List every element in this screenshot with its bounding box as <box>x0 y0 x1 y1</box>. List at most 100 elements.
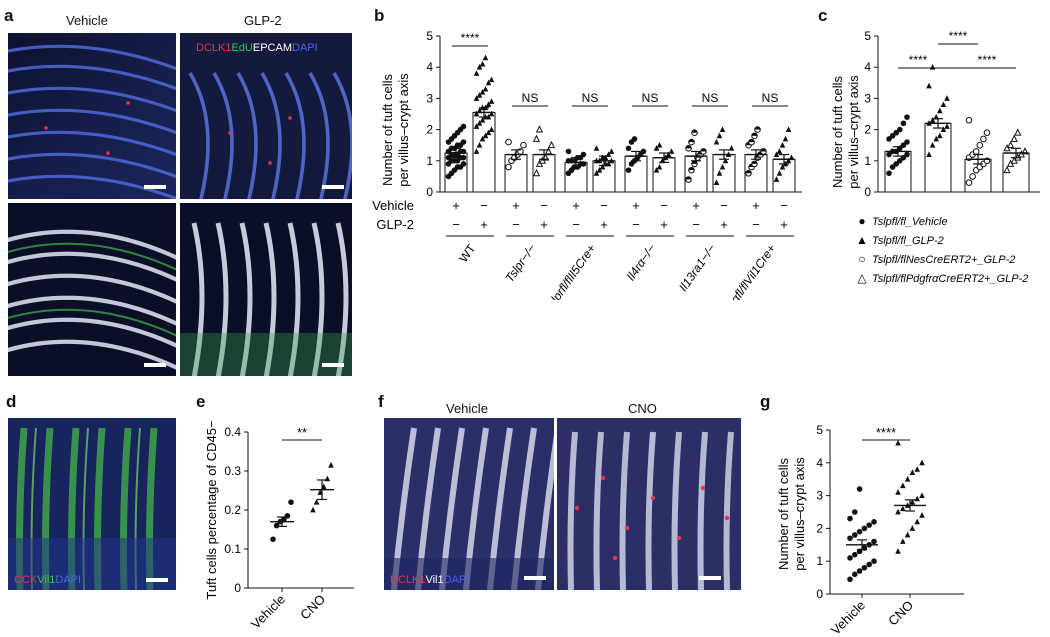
chart-c-group-1-point-1 <box>929 141 936 148</box>
chart-c-group-2-point-1 <box>969 173 976 180</box>
chart-c: Number of tuft cells per villus–crypt ax… <box>830 29 1040 285</box>
panel-f-letter: f <box>378 392 384 411</box>
chart-b-group-3-point-7 <box>535 125 544 133</box>
micrograph-f-cno-image <box>557 418 741 590</box>
chart-g-group-0-point-15 <box>861 525 868 532</box>
panel-d-stain-label: CCKVil1DAPI <box>14 574 81 586</box>
chart-b-ytick-label-4: 4 <box>426 60 433 74</box>
chart-g-group-1-point-17 <box>919 459 925 466</box>
chart-c-group-1-point-4 <box>940 126 947 133</box>
chart-g-ytick-label-2: 2 <box>816 521 823 535</box>
chart-c-group-1-point-11 <box>944 95 950 101</box>
chart-b-group-10-point-0 <box>745 169 752 177</box>
chart-b-sign-veh-2-b: − <box>600 198 608 213</box>
chart-g-group-0-point-5 <box>871 558 877 564</box>
chart-b-group-3-point-4 <box>544 147 553 155</box>
micrograph-a-vehicle-bottom <box>8 203 176 376</box>
stain-edu: EdU <box>231 42 253 54</box>
chart-g-group-1-point-5 <box>919 512 925 518</box>
stain-cck: CCK <box>14 574 38 586</box>
chart-c-group-1-point-3 <box>937 132 943 139</box>
chart-e-ytick-label-2: 0.2 <box>224 503 241 517</box>
chart-b-group-1-point-1 <box>476 141 483 148</box>
chart-c-group-1-point-12 <box>926 82 932 89</box>
chart-b-group-1-point-8 <box>479 117 486 123</box>
chart-g-group-0-point-12 <box>847 535 853 542</box>
chart-g-group-1-point-11 <box>919 492 925 499</box>
chart-g-group-0-point-20 <box>856 486 863 492</box>
chart-g-group-1-point-4 <box>914 518 920 525</box>
chart-g-ylabel-line1: Number of tuft cells <box>776 458 791 570</box>
chart-b-group-11-point-7 <box>776 148 783 154</box>
chart-b-group-2-point-6 <box>505 138 512 146</box>
stain-dclk1: DCLK1 <box>196 42 232 54</box>
chart-b-group-1-point-17 <box>488 98 495 104</box>
chart-b-group-7-point-0 <box>653 166 660 173</box>
chart-b-group-8-point-2-fill <box>691 161 698 164</box>
micrograph-a-glp2-bottom-image <box>180 203 352 376</box>
chart-b-group-9-point-8 <box>719 126 726 133</box>
chart-g-group-1-point-15 <box>909 469 916 476</box>
chart-c-ytick-label-3: 3 <box>864 91 871 105</box>
chart-b-group-8-point-5 <box>700 148 707 155</box>
chart-b-group-11-point-10 <box>785 126 792 133</box>
chart-c-ytick-label-0: 0 <box>864 185 871 199</box>
chart-e-ytick-label-1: 0.1 <box>224 542 241 556</box>
chart-b-group-1-point-0 <box>473 148 480 154</box>
chart-b-group-8-point-2 <box>691 160 698 168</box>
micrograph-a-glp2-top-image <box>180 33 352 199</box>
chart-b-sig-0: **** <box>461 31 480 45</box>
chart-b-group-10-point-7 <box>748 138 755 146</box>
chart-b-sig-3: NS <box>642 91 659 105</box>
chart-c-group-2-point-11 <box>983 129 991 137</box>
chart-g-group-1-point-13 <box>900 482 906 489</box>
chart-b-group-8-point-1 <box>688 166 695 174</box>
chart-c-group-1-point-10 <box>940 101 947 108</box>
chart-c-legend-label-0: Tslpfl/fl_Vehicle <box>872 216 948 228</box>
chart-b-sign-glp-3-a: − <box>632 217 640 232</box>
chart-b-group-11-point-1 <box>776 170 783 176</box>
stain-dapi-d: DAPI <box>55 574 82 586</box>
chart-b-group-1-point-25 <box>476 63 483 70</box>
chart-b-group-11-point-0 <box>773 176 780 182</box>
chart-b-group-10-point-9-fill <box>754 126 761 130</box>
chart-b-group-label-3: Il4rα−/− <box>624 242 659 284</box>
chart-e-ytick-label-0: 0 <box>234 581 241 595</box>
chart-g-ytick-label-1: 1 <box>816 554 823 568</box>
chart-g-group-0-point-13 <box>852 532 858 538</box>
chart-b-group-10-point-2 <box>751 160 758 168</box>
chart-b-group-11-point-6 <box>773 151 780 157</box>
chart-b-ytick-label-0: 0 <box>426 185 433 199</box>
chart-b-group-8-point-0 <box>685 176 692 183</box>
stain-dapi-f: DAPI <box>443 574 470 586</box>
chart-g-group-1-point-10 <box>914 495 920 502</box>
chart-b-group-1-point-23 <box>488 76 495 83</box>
chart-b-group-11-point-2 <box>779 163 786 170</box>
chart-b-sign-veh-3-a: + <box>632 198 640 213</box>
chart-e-group-0-point-4 <box>284 513 291 519</box>
chart-e-group-0-point-5 <box>288 499 294 505</box>
chart-b-group-8-point-5-fill <box>700 148 707 152</box>
chart-b-group-9-point-6 <box>713 138 720 145</box>
chart-b-sign-glp-1-a: − <box>512 217 520 232</box>
chart-b-group-10-point-9 <box>754 126 761 133</box>
chart-c-legend-label-3: Tslpfl/flPdgfrαCreERT2+_GLP-2 <box>872 273 1028 285</box>
chart-b-group-1-point-7 <box>476 120 483 126</box>
chart-b-sign-glp-2-a: − <box>572 217 580 232</box>
chart-c-group-0-point-0 <box>886 170 892 177</box>
micrograph-a-glp2-bottom <box>180 203 352 376</box>
chart-b-group-label-4: Il13ra1−/− <box>676 242 718 294</box>
chart-b-group-1-point-27 <box>482 54 489 61</box>
chart-b-group-7-point-5 <box>668 148 675 154</box>
panel-f-stain-label: DCLK1Vil1DAPI <box>390 574 469 586</box>
chart-g-ytick-label-0: 0 <box>816 587 823 601</box>
chart-g-group-1-point-12 <box>895 489 901 495</box>
chart-g-group-0-point-0 <box>847 576 853 583</box>
chart-g-group-1-point-3 <box>909 525 916 531</box>
chart-b-group-1-point-11 <box>488 110 495 117</box>
chart-b-group-10-point-8 <box>751 132 758 140</box>
chart-g-group-0-point-14 <box>856 528 863 535</box>
chart-g-group-0-point-3 <box>861 564 868 571</box>
chart-c-group-2-point-10 <box>980 135 987 143</box>
chart-c-group-2-point-12 <box>965 116 973 124</box>
